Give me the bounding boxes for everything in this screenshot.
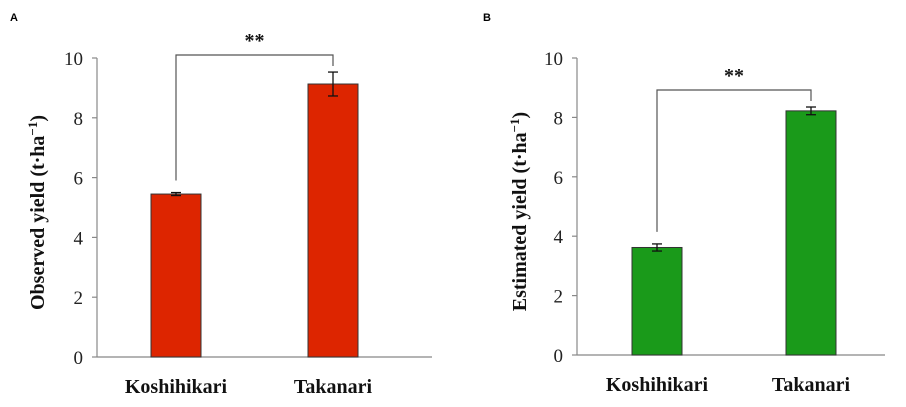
bar-koshihikari — [631, 246, 683, 356]
bar-takanari — [307, 83, 359, 358]
x-tick-label-takanari: Takanari — [772, 374, 851, 396]
x-tick-label-koshihikari: Koshihikari — [125, 376, 228, 398]
bar-koshihikari — [150, 193, 202, 358]
y-axis-label-exponent: −1 — [507, 118, 522, 132]
y-tick-label: 2 — [74, 288, 84, 309]
chart-panel-a: A 0 2 4 6 8 10 Observed yield (t·ha−1) Koshihika… — [10, 12, 432, 398]
y-tick-label: 4 — [554, 227, 564, 248]
y-tick-label: 10 — [544, 49, 563, 70]
y-tick-label: 8 — [554, 108, 564, 129]
y-axis-label-text: Estimated yield (t·ha — [509, 132, 531, 311]
significance-marker: ** — [245, 30, 265, 52]
x-tick-label-koshihikari: Koshihikari — [606, 374, 709, 396]
significance-marker: ** — [724, 65, 744, 87]
y-tick-label: 6 — [554, 168, 564, 189]
x-tick-label-takanari: Takanari — [294, 376, 373, 398]
y-tick-label: 0 — [74, 348, 84, 369]
y-tick-label: 8 — [74, 109, 84, 130]
y-axis-label-close: ) — [509, 112, 531, 119]
y-tick-label: 10 — [64, 49, 83, 70]
y-tick-label: 6 — [74, 169, 84, 190]
y-axis-label: Estimated yield (t·ha−1) — [507, 112, 532, 311]
y-axis-label: Observed yield (t·ha−1) — [25, 115, 50, 310]
panel-label: B — [483, 12, 491, 24]
y-tick-label: 4 — [74, 228, 84, 249]
y-axis-label-exponent: −1 — [25, 122, 40, 136]
significance-bracket — [175, 54, 334, 181]
significance-bracket — [656, 89, 812, 232]
chart-panel-b: B 0 2 4 6 8 10 Estimated yield (t·ha−1) Koshihik… — [483, 12, 885, 396]
y-axis-label-close: ) — [27, 115, 49, 122]
panel-label: A — [10, 12, 18, 24]
y-tick-label: 2 — [554, 287, 564, 308]
y-axis-label-text: Observed yield (t·ha — [27, 136, 49, 310]
y-tick-label: 0 — [554, 346, 564, 367]
bar-takanari — [785, 110, 837, 356]
